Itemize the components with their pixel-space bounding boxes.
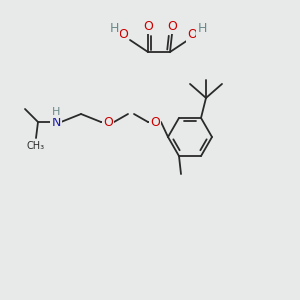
Text: O: O xyxy=(150,116,160,128)
Text: H: H xyxy=(109,22,119,35)
Text: O: O xyxy=(167,20,177,32)
Text: CH₃: CH₃ xyxy=(27,141,45,151)
Text: O: O xyxy=(103,116,113,128)
Text: H: H xyxy=(52,107,60,117)
Text: O: O xyxy=(118,28,128,41)
Text: O: O xyxy=(187,28,197,41)
Text: O: O xyxy=(143,20,153,32)
Text: H: H xyxy=(197,22,207,35)
Text: N: N xyxy=(51,116,61,128)
